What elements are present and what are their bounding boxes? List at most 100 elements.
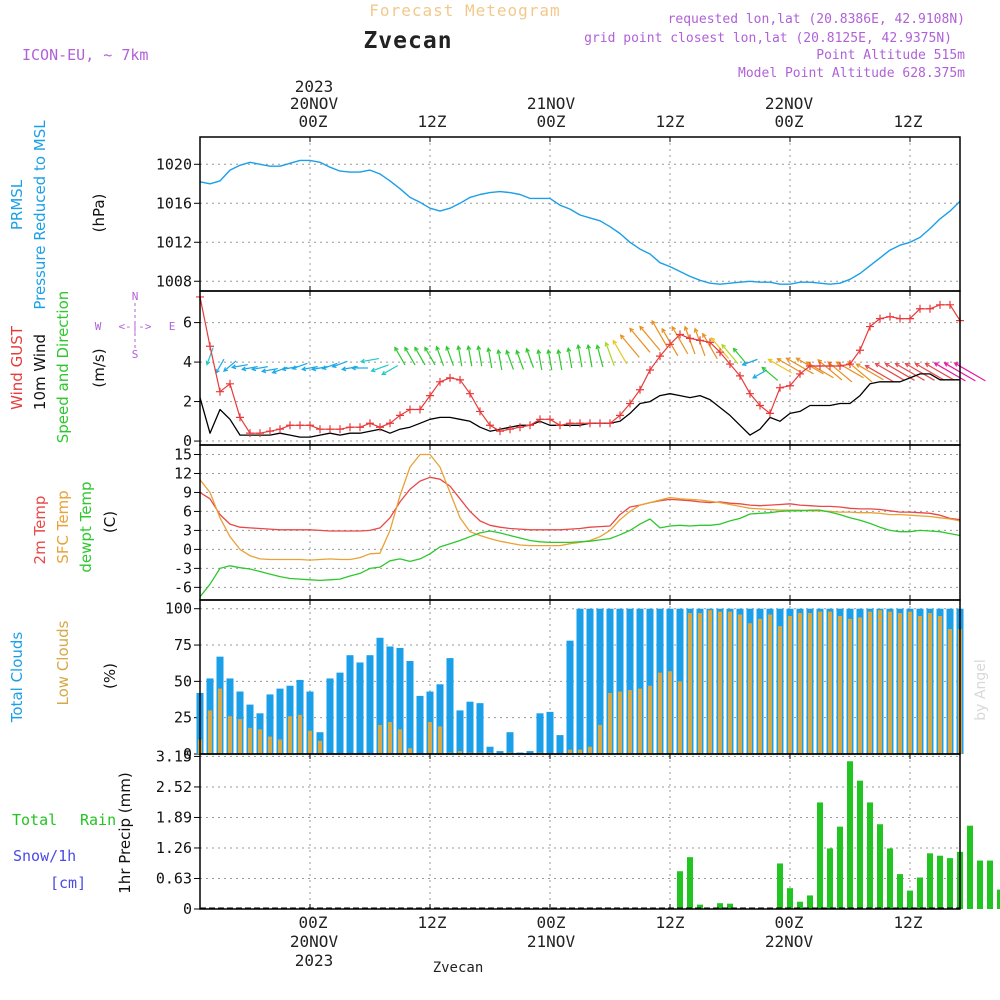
precip-bar <box>717 903 723 909</box>
total-clouds-bar <box>386 646 394 754</box>
wind-arrow <box>292 362 308 370</box>
wind-gust-marker <box>516 423 524 432</box>
wind-gust-marker <box>816 362 824 371</box>
low-clouds-bar <box>648 685 652 754</box>
low-clouds-bar <box>378 724 382 754</box>
total-clouds-bar <box>566 640 574 754</box>
bottom-tick-4: 12Z <box>656 913 685 932</box>
wind-gust-marker <box>526 421 534 430</box>
wind-arrow-head <box>693 327 699 333</box>
wind-arrow <box>629 328 651 353</box>
total-clouds-bar <box>466 701 474 754</box>
wind-arrow <box>768 358 792 374</box>
wind-gust-marker <box>446 373 454 382</box>
precip-bar <box>977 860 983 909</box>
low-clouds-bar <box>688 613 692 754</box>
total-clouds-bar <box>336 672 344 754</box>
wind-arrow-head <box>914 362 920 368</box>
low-clouds-bar <box>818 611 822 754</box>
wind-arrow-head <box>595 344 601 350</box>
precip-ytick-label: 1.26 <box>156 839 192 857</box>
wind-gust-marker <box>356 423 364 432</box>
wind-arrow-head <box>761 366 767 372</box>
wind-arrow-head <box>250 366 257 372</box>
wind-arrow-head <box>683 325 689 331</box>
precip-bar <box>917 877 923 909</box>
total-clouds-bar <box>646 608 654 754</box>
wind-arrow-head <box>331 363 337 368</box>
wind-gust-marker <box>286 421 294 430</box>
precip-bar <box>987 860 993 909</box>
wind-arrow <box>381 364 399 375</box>
wind-arrow <box>232 364 248 368</box>
wind-arrow <box>915 363 945 381</box>
total-clouds-bar <box>446 658 454 754</box>
wind-gust-marker <box>646 365 654 374</box>
top-tick-4: 12Z <box>656 112 685 131</box>
wind-arrow <box>925 363 955 381</box>
temperature-ytick-label: 0 <box>183 540 192 558</box>
wind-gust-marker <box>656 352 664 361</box>
wind-arrow <box>312 366 328 370</box>
wind-arrow <box>587 345 593 368</box>
total-clouds-bar <box>326 678 334 754</box>
wind-gust-marker <box>426 391 434 400</box>
wind-arrow-head <box>576 343 582 350</box>
wind-arrow <box>505 350 515 370</box>
wind-gust-marker <box>896 314 904 323</box>
temp2m-label: 2m Temp <box>31 496 49 565</box>
wind-gust-marker <box>806 362 814 371</box>
wind-arrow <box>445 346 455 366</box>
total-clouds-bar <box>366 655 374 754</box>
gridpoint-coords: grid point closest lon,lat (20.8125E, 42… <box>584 31 952 46</box>
wind-arrow-head <box>230 364 237 370</box>
bottom-year: 2023 <box>295 951 334 970</box>
wind-arrow-head <box>785 357 791 362</box>
low-clouds-bar <box>708 610 712 754</box>
wind-dir-label: Speed and Direction <box>54 291 72 444</box>
wind-arrow-head <box>805 361 811 366</box>
wind-gust-marker <box>386 419 394 428</box>
low-clouds-bar <box>638 688 642 754</box>
wind-gust-marker <box>926 304 934 313</box>
pressure-label-1: PRMSL <box>8 179 26 230</box>
precip-bar <box>967 825 973 909</box>
temperature-ytick-label: 12 <box>174 464 192 482</box>
wind-gust-marker <box>706 338 714 347</box>
bottom-date-2: 21NOV <box>527 932 576 951</box>
wind-gust-marker <box>766 409 774 418</box>
precip-frame <box>199 753 961 910</box>
wind-gust-marker <box>876 314 884 323</box>
wind-gust-marker <box>906 314 914 323</box>
wind-arrow <box>752 369 768 379</box>
wind-arrow <box>215 358 225 374</box>
precip-bar <box>727 903 733 909</box>
wind-arrow-head <box>795 357 801 362</box>
total-clouds-bar <box>536 713 544 754</box>
wind-gust-marker <box>636 385 644 394</box>
wind-arrow <box>371 364 389 372</box>
wind-gust-marker <box>346 423 354 432</box>
wind-gust-marker <box>616 411 624 420</box>
wind-gust-line <box>199 296 961 434</box>
point-altitude: Point Altitude 515m <box>816 48 965 63</box>
clouds-ytick-label: 50 <box>174 672 192 690</box>
wind-arrow-head <box>414 346 419 352</box>
low-clouds-bar <box>208 710 212 754</box>
wind-arrow <box>875 363 905 381</box>
requested-coords: requested lon,lat (20.8386E, 42.9108N) <box>668 12 965 27</box>
precip-bar <box>687 857 693 909</box>
temperature-ytick-label: 3 <box>183 521 192 539</box>
clouds-ytick-label: 75 <box>174 636 192 654</box>
wind-arrow <box>457 346 463 367</box>
pressure-ytick-label: 1008 <box>156 272 192 290</box>
compass-s: S <box>132 348 139 361</box>
compass-w: W <box>95 320 102 333</box>
gust-label: Wind GUST <box>8 325 26 410</box>
precip-bar <box>787 888 793 909</box>
wind-arrow <box>282 366 298 370</box>
top-tick-6: 12Z <box>894 112 923 131</box>
clouds-unit: (%) <box>101 663 119 689</box>
wind-arrow <box>262 368 278 372</box>
